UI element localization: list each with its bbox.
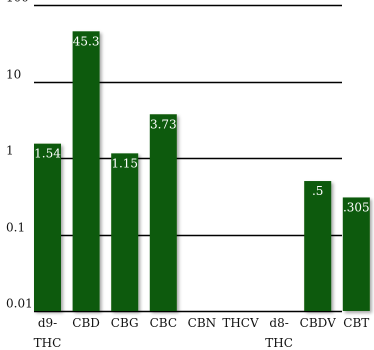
data-label: .5: [312, 184, 323, 198]
bar-d9-thc: [34, 143, 61, 311]
y-tick-label: 1: [6, 144, 14, 158]
data-label: 3.73: [150, 117, 177, 131]
category-label: CBT: [343, 316, 369, 330]
y-tick-label: 100: [6, 0, 29, 5]
bar-cbc: [149, 114, 177, 311]
bar-cbg: [111, 153, 139, 311]
category-label: THCV: [222, 316, 259, 330]
y-tick-label: 0.01: [6, 297, 33, 311]
data-label: .305: [343, 200, 370, 214]
bar-cbd: [72, 31, 100, 312]
data-label: 1.15: [111, 156, 138, 170]
data-label: 1.54: [34, 147, 61, 161]
y-tick-label: 10: [6, 68, 21, 82]
y-axis-tick-labels: 0.01 0.1 1 10 100: [6, 0, 33, 311]
bars: [34, 31, 370, 312]
category-label: CBN: [188, 316, 217, 330]
y-tick-label: 0.1: [6, 221, 25, 235]
data-labels: 1.54 45.3 1.15 3.73 .5 .305: [34, 34, 370, 214]
data-label: 45.3: [73, 34, 100, 48]
category-label: CBG: [111, 316, 139, 330]
category-label: d9-THC: [34, 316, 62, 350]
x-axis-category-labels: d9-THC CBD CBG CBC CBN THCV d8-THC CBDV CBT: [34, 316, 370, 350]
bar-cbt: [342, 197, 370, 311]
category-label: CBD: [72, 316, 100, 330]
bar-cbdv: [304, 181, 332, 311]
category-label: d8-THC: [265, 316, 293, 350]
category-label: CBC: [150, 316, 177, 330]
category-label: CBDV: [300, 316, 336, 330]
